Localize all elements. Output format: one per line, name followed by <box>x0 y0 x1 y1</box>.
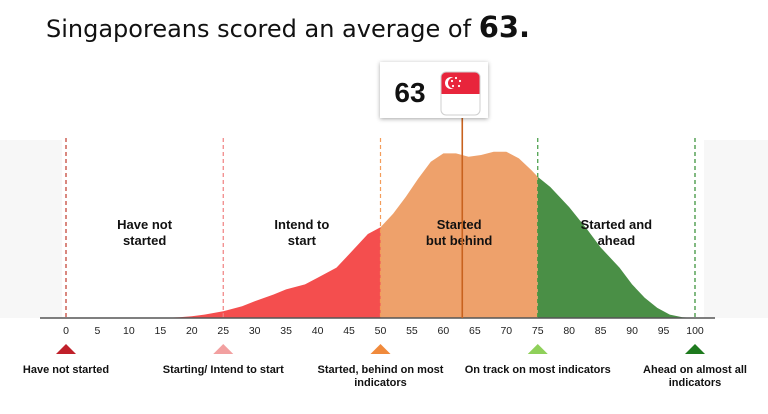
x-tick-label: 30 <box>249 325 261 337</box>
x-tick-label: 55 <box>406 325 418 337</box>
region-label: Intend to start <box>274 217 329 248</box>
x-tick-label: 0 <box>63 325 69 337</box>
headline-score: 63. <box>478 10 531 44</box>
legend-marker <box>213 344 234 354</box>
x-tick-label: 65 <box>469 325 481 337</box>
legend-marker <box>527 344 548 354</box>
legend-label: On track on most indicators <box>464 364 611 376</box>
flag-border <box>440 71 481 116</box>
legend-label: Starting/ Intend to start <box>162 364 284 376</box>
legend-label: Have not started <box>22 364 110 376</box>
legend-label: Started, behind on most indicators <box>317 364 444 389</box>
x-tick-label: 10 <box>123 325 135 337</box>
average-value: 63 <box>394 77 425 108</box>
region-label: Started and ahead <box>581 217 653 248</box>
x-tick-label: 45 <box>343 325 355 337</box>
x-tick-label: 5 <box>95 325 101 337</box>
headline-text: Singaporeans scored an average of <box>46 15 472 43</box>
x-tick-label: 15 <box>155 325 167 337</box>
region-label: Started but behind <box>426 217 492 248</box>
x-tick-label: 75 <box>532 325 544 337</box>
distribution-area <box>537 176 695 318</box>
legend-marker <box>370 344 391 354</box>
x-tick-label: 20 <box>186 325 198 337</box>
x-tick-label: 95 <box>658 325 670 337</box>
singapore-flag-icon <box>441 72 480 115</box>
x-tick-label: 50 <box>375 325 387 337</box>
region-label: Have not started <box>117 217 173 248</box>
x-tick-label: 90 <box>626 325 638 337</box>
legend-label: Ahead on almost all indicators <box>643 364 747 389</box>
legend-marker <box>56 344 76 354</box>
x-tick-label: 25 <box>217 325 229 337</box>
x-tick-label: 40 <box>312 325 324 337</box>
x-tick-label: 100 <box>686 325 704 337</box>
legend-marker <box>685 344 705 354</box>
headline: Singaporeans scored an average of 63. <box>46 10 530 44</box>
x-tick-label: 35 <box>280 325 292 337</box>
x-tick-label: 85 <box>595 325 607 337</box>
x-tick-label: 80 <box>563 325 575 337</box>
distribution-area <box>66 227 381 318</box>
x-tick-label: 70 <box>500 325 512 337</box>
distribution-area <box>380 151 538 318</box>
x-tick-label: 60 <box>438 325 450 337</box>
